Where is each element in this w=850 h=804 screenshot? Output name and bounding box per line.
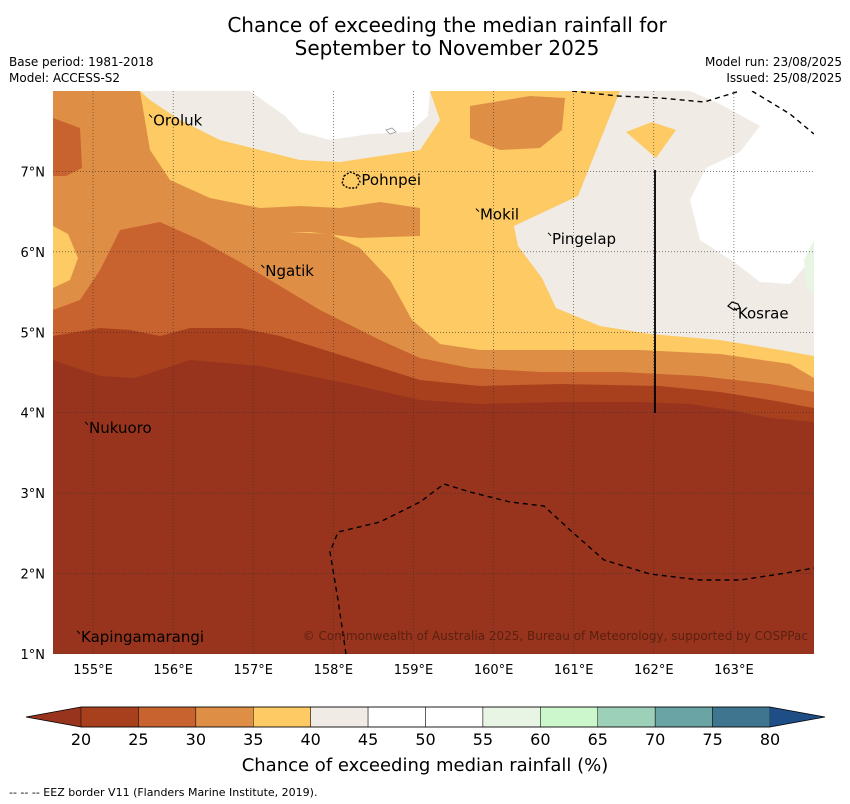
place-marker xyxy=(475,208,480,213)
pohnpei-island xyxy=(341,171,361,189)
lon-tick-label: 161°E xyxy=(554,663,594,678)
colorbar-outline xyxy=(25,706,826,728)
place-labels: Oroluk Pohnpei Mokil Pingelap Ngatik Kosrae Nu… xyxy=(76,112,789,646)
colorbar-label: Chance of exceeding median rainfall (%) xyxy=(241,755,609,776)
colorbar-segment xyxy=(597,706,656,728)
place-marker xyxy=(76,630,81,635)
kosrae-island xyxy=(727,301,741,311)
lat-tick-label: 2°N xyxy=(21,568,46,583)
band-55-60-east xyxy=(804,240,814,296)
lon-tick-label: 162°E xyxy=(634,663,674,678)
issued-date: Issued: 25/08/2025 xyxy=(726,71,842,85)
place-marker xyxy=(547,232,552,237)
colorbar-tick-label: 80 xyxy=(760,730,780,749)
model-name: Model: ACCESS-S2 xyxy=(9,71,121,85)
lon-tick-label: 163°E xyxy=(714,663,754,678)
lat-tick-label: 3°N xyxy=(21,487,46,502)
place-label: Kapingamarangi xyxy=(81,628,204,646)
lat-tick-label: 4°N xyxy=(21,407,46,422)
lon-tick-label: 156°E xyxy=(153,663,193,678)
band-45-55-north xyxy=(250,91,430,140)
place-label: Ngatik xyxy=(265,262,314,280)
colorbar-segment xyxy=(654,706,713,728)
place-label: Nukuoro xyxy=(89,419,152,437)
colorbar-under-arrow xyxy=(26,707,81,727)
colorbar-tick-label: 30 xyxy=(186,730,206,749)
colorbar-segment xyxy=(80,706,139,728)
lat-tick-label: 6°N xyxy=(21,246,46,261)
place-label: Pohnpei xyxy=(361,171,421,189)
place-marker xyxy=(260,264,265,269)
axis-labels: 155°E 156°E 157°E 158°E 159°E 160°E 161°E 162°E… xyxy=(21,165,754,678)
lon-tick-label: 157°E xyxy=(233,663,273,678)
copyright-text: © Commonwealth of Australia 2025, Bureau… xyxy=(303,629,808,643)
top-left-patch xyxy=(53,118,82,176)
place-label: Pingelap xyxy=(552,230,616,248)
place-label: Oroluk xyxy=(153,112,202,130)
yellow-inlet xyxy=(626,122,676,158)
lon-tick-label: 155°E xyxy=(73,663,113,678)
colorbar-tick-label: 55 xyxy=(473,730,493,749)
islet-north xyxy=(385,127,397,135)
colorbar-segment xyxy=(425,706,484,728)
colorbar-segment xyxy=(195,706,254,728)
graticule xyxy=(53,91,814,654)
place-label: Mokil xyxy=(480,206,519,224)
colorbar-segment xyxy=(138,706,197,728)
colorbar-tick-label: 20 xyxy=(71,730,91,749)
lon-tick-label: 159°E xyxy=(394,663,434,678)
place-marker xyxy=(357,173,361,178)
lat-tick-label: 5°N xyxy=(21,326,46,341)
base-period: Base period: 1981-2018 xyxy=(9,55,154,69)
title-line-2: September to November 2025 xyxy=(294,36,600,60)
colorbar-segment xyxy=(712,706,771,728)
lon-tick-label: 158°E xyxy=(314,663,354,678)
lon-tick-label: 160°E xyxy=(474,663,514,678)
band-35-40-left xyxy=(53,226,78,288)
place-marker xyxy=(148,114,153,118)
colorbar-segment xyxy=(367,706,426,728)
footnote: -- -- -- EEZ border V11 (Flanders Marine… xyxy=(9,786,318,799)
meta-left: Base period: 1981-2018 Model: ACCESS-S2 xyxy=(9,54,154,86)
colorbar-segment xyxy=(482,706,541,728)
colorbar-tick-label: 65 xyxy=(588,730,608,749)
orange-tongue xyxy=(53,91,420,238)
colorbar-tick-label: 70 xyxy=(645,730,665,749)
title-line-1: Chance of exceeding the median rainfall … xyxy=(227,13,667,37)
colorbar-tick-label: 40 xyxy=(300,730,320,749)
place-marker xyxy=(733,307,738,311)
colorbar-segment xyxy=(540,706,598,728)
map-panel: Oroluk Pohnpei Mokil Pingelap Ngatik Kosrae Nu… xyxy=(53,91,814,654)
colorbar-tick-label: 35 xyxy=(243,730,263,749)
meta-right: Model run: 23/08/2025 Issued: 25/08/2025 xyxy=(705,54,842,86)
colorbar-segment xyxy=(310,706,369,728)
map-title: Chance of exceeding the median rainfall … xyxy=(0,14,850,60)
eez-borders xyxy=(329,91,814,654)
place-label: Kosrae xyxy=(738,305,789,323)
lat-tick-label: 1°N xyxy=(21,648,46,663)
colorbar-tick-label: 50 xyxy=(415,730,435,749)
colorbar-tick-label: 45 xyxy=(358,730,378,749)
colorbar-tick-label: 75 xyxy=(702,730,722,749)
lat-tick-label: 7°N xyxy=(21,165,46,180)
colorbar-over-arrow xyxy=(770,707,825,727)
colorbar: 20 25 30 35 40 45 50 55 60 65 70 75 80 xyxy=(25,706,826,749)
place-marker xyxy=(84,421,89,426)
colorbar-tick-label: 25 xyxy=(128,730,148,749)
colorbar-segment xyxy=(253,706,311,728)
colorbar-tick-label: 60 xyxy=(530,730,550,749)
band-45-55-east xyxy=(690,91,814,284)
model-run: Model run: 23/08/2025 xyxy=(704,55,842,69)
